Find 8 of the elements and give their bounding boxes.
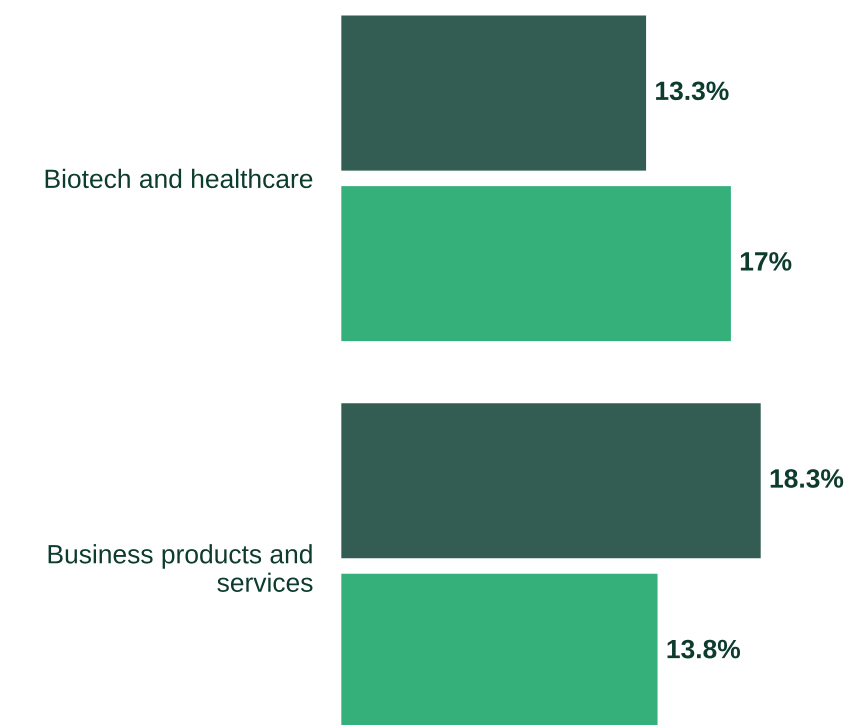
- data-label: 13.3%: [656, 81, 729, 100]
- data-label: 17%: [740, 252, 792, 271]
- y-tick-label: Biotech and healthcare: [46, 168, 312, 188]
- data-label: 13.8%: [668, 640, 740, 658]
- y-tick-label: Business products and services: [48, 544, 312, 592]
- bar: [341, 403, 761, 558]
- bar: [341, 16, 646, 171]
- data-label: 18.3%: [770, 469, 844, 488]
